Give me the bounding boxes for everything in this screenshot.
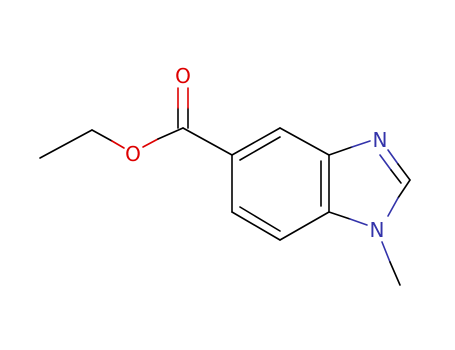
bond <box>328 146 353 156</box>
bond <box>111 140 125 149</box>
bond <box>182 127 233 156</box>
bond <box>379 154 392 171</box>
bond <box>39 129 93 159</box>
bond <box>231 211 281 241</box>
bond <box>91 129 113 142</box>
bond <box>389 261 401 286</box>
bond <box>239 206 281 232</box>
bonds <box>39 87 411 286</box>
bond <box>349 218 368 226</box>
bond <box>387 149 399 165</box>
bond <box>397 179 411 199</box>
atom-label: N <box>373 128 388 152</box>
bond <box>390 169 402 184</box>
bond <box>397 163 411 181</box>
bond <box>351 140 371 148</box>
bond <box>231 127 281 156</box>
atom-label: N <box>370 218 385 242</box>
atom-label: O <box>175 64 191 88</box>
bond <box>381 241 391 263</box>
atom-label: O <box>125 142 141 166</box>
bond <box>387 197 399 217</box>
bond <box>239 136 281 161</box>
bond <box>157 127 184 140</box>
bond <box>279 211 330 241</box>
bond <box>328 211 351 220</box>
bond <box>279 127 330 156</box>
bond <box>142 138 159 148</box>
